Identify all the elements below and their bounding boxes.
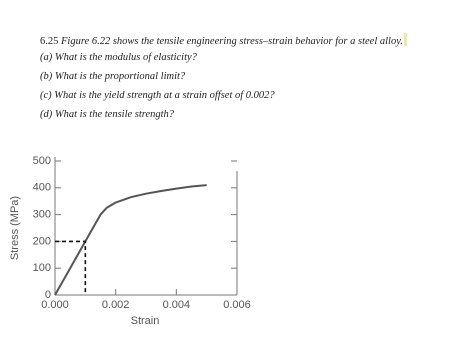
- y-tick-label: 400: [33, 182, 51, 194]
- y-tick-label: 300: [33, 209, 51, 221]
- x-tick-label: 0.006: [223, 299, 251, 311]
- problem-number: 6.25: [40, 36, 59, 47]
- y-tick-label: 200: [33, 235, 51, 247]
- y-tick-label: 500: [33, 155, 51, 167]
- x-tick-label: 0.002: [102, 299, 130, 311]
- dashed-guide: [55, 240, 87, 295]
- x-axis-label: Strain: [131, 315, 160, 327]
- question: (b) What is the proportional limit?: [40, 71, 186, 82]
- problem-line: 6.25 Figure 6.22 shows the tensile engin…: [40, 33, 407, 47]
- y-tick-label: 100: [33, 262, 51, 274]
- x-tick-label: 0.000: [41, 299, 69, 311]
- text-cursor: [403, 33, 407, 46]
- y-axis-label: Stress (MPa): [9, 196, 21, 260]
- question: (d) What is the tensile strength?: [40, 109, 175, 120]
- curve: [54, 184, 207, 296]
- problem-statement: Figure 6.22 shows the tensile engineerin…: [61, 36, 403, 47]
- question: (c) What is the yield strength at a stra…: [40, 90, 275, 101]
- x-tick-label: 0.004: [163, 299, 191, 311]
- y-tick-label: 0: [45, 289, 51, 301]
- question: (a) What is the modulus of elasticity?: [40, 52, 197, 63]
